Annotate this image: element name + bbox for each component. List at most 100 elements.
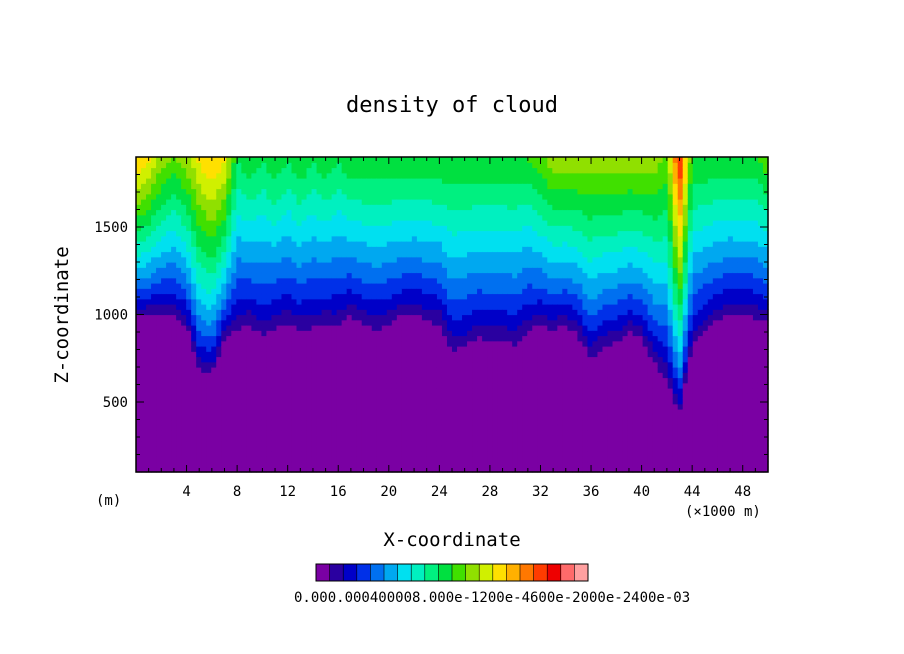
heatmap-cell xyxy=(321,235,328,242)
heatmap-cell xyxy=(406,451,413,457)
heatmap-cell xyxy=(266,351,273,358)
heatmap-cell xyxy=(411,356,418,363)
heatmap-cell xyxy=(431,277,438,284)
heatmap-cell xyxy=(517,188,523,195)
heatmap-cell xyxy=(462,346,468,352)
heatmap-cell xyxy=(381,172,388,179)
heatmap-cell xyxy=(161,382,167,389)
heatmap-cell xyxy=(271,456,278,463)
heatmap-cell xyxy=(446,230,453,237)
heatmap-cell xyxy=(341,377,348,384)
heatmap-cell xyxy=(507,461,513,468)
heatmap-cell xyxy=(416,188,423,195)
heatmap-cell xyxy=(426,419,433,426)
heatmap-cell xyxy=(452,183,458,190)
heatmap-cell xyxy=(271,241,278,247)
heatmap-cell xyxy=(196,277,202,284)
heatmap-cell xyxy=(462,340,468,347)
heatmap-cell xyxy=(206,188,212,195)
heatmap-cell xyxy=(487,283,493,289)
heatmap-cell xyxy=(366,330,373,337)
heatmap-cell xyxy=(386,398,393,405)
heatmap-cell xyxy=(256,451,262,457)
heatmap-cell xyxy=(336,382,343,389)
heatmap-cell xyxy=(281,424,288,431)
heatmap-cell xyxy=(371,393,378,400)
heatmap-cell xyxy=(492,241,498,247)
heatmap-cell xyxy=(462,367,468,373)
heatmap-cell xyxy=(467,319,473,326)
heatmap-cell xyxy=(291,209,298,216)
heatmap-cell xyxy=(376,430,383,436)
heatmap-cell xyxy=(291,361,298,368)
heatmap-cell xyxy=(396,235,403,242)
heatmap-cell xyxy=(291,403,298,410)
heatmap-cell xyxy=(216,272,222,279)
heatmap-cell xyxy=(446,435,453,442)
heatmap-cell xyxy=(542,172,548,179)
heatmap-cell xyxy=(532,241,538,247)
heatmap-cell xyxy=(221,419,227,426)
heatmap-cell xyxy=(436,251,443,258)
heatmap-cell xyxy=(426,162,433,169)
heatmap-cell xyxy=(246,172,252,179)
heatmap-cell xyxy=(291,277,298,284)
heatmap-cell xyxy=(171,283,177,289)
heatmap-cell xyxy=(321,157,328,163)
heatmap-cell xyxy=(406,461,413,468)
heatmap-cell xyxy=(256,204,262,211)
heatmap-cell xyxy=(431,419,438,426)
heatmap-cell xyxy=(146,167,152,174)
heatmap-cell xyxy=(276,388,283,394)
heatmap-cell xyxy=(326,377,333,384)
heatmap-cell xyxy=(181,335,187,342)
heatmap-cell xyxy=(446,246,453,253)
heatmap-cell xyxy=(436,346,443,352)
heatmap-cell xyxy=(221,225,227,232)
heatmap-cell xyxy=(161,251,167,258)
heatmap-cell xyxy=(421,440,428,447)
heatmap-cell xyxy=(146,214,152,221)
heatmap-cell xyxy=(156,293,162,300)
heatmap-cell xyxy=(226,403,232,410)
heatmap-cell xyxy=(477,162,483,169)
heatmap-cell xyxy=(271,461,278,468)
heatmap-cell xyxy=(421,409,428,415)
heatmap-cell xyxy=(136,393,142,400)
heatmap-cell xyxy=(522,424,528,431)
heatmap-cell xyxy=(386,325,393,331)
heatmap-cell xyxy=(311,251,318,258)
heatmap-cell xyxy=(522,361,528,368)
heatmap-cell xyxy=(416,293,423,300)
heatmap-cell xyxy=(462,162,468,169)
heatmap-cell xyxy=(286,367,293,373)
heatmap-cell xyxy=(502,445,508,452)
heatmap-cell xyxy=(381,262,388,268)
heatmap-cell xyxy=(416,272,423,279)
heatmap-cell xyxy=(426,372,433,379)
heatmap-cell xyxy=(166,424,172,431)
heatmap-cell xyxy=(226,346,232,352)
heatmap-cell xyxy=(547,456,553,463)
heatmap-cell xyxy=(186,403,192,410)
heatmap-cell xyxy=(191,403,197,410)
heatmap-cell xyxy=(537,340,543,347)
heatmap-cell xyxy=(386,335,393,342)
heatmap-cell xyxy=(161,172,167,179)
heatmap-cell xyxy=(206,403,212,410)
heatmap-cell xyxy=(376,330,383,337)
heatmap-cell xyxy=(472,414,478,421)
heatmap-cell xyxy=(446,398,453,405)
heatmap-cell xyxy=(351,193,358,200)
heatmap-cell xyxy=(436,220,443,226)
heatmap-cell xyxy=(537,256,543,263)
heatmap-cell xyxy=(391,419,398,426)
heatmap-cell xyxy=(146,183,152,190)
heatmap-cell xyxy=(291,451,298,457)
heatmap-cell xyxy=(246,466,252,473)
heatmap-cell xyxy=(331,293,338,300)
heatmap-cell xyxy=(411,424,418,431)
heatmap-cell xyxy=(246,445,252,452)
heatmap-cell xyxy=(537,199,543,205)
heatmap-cell xyxy=(537,304,543,310)
